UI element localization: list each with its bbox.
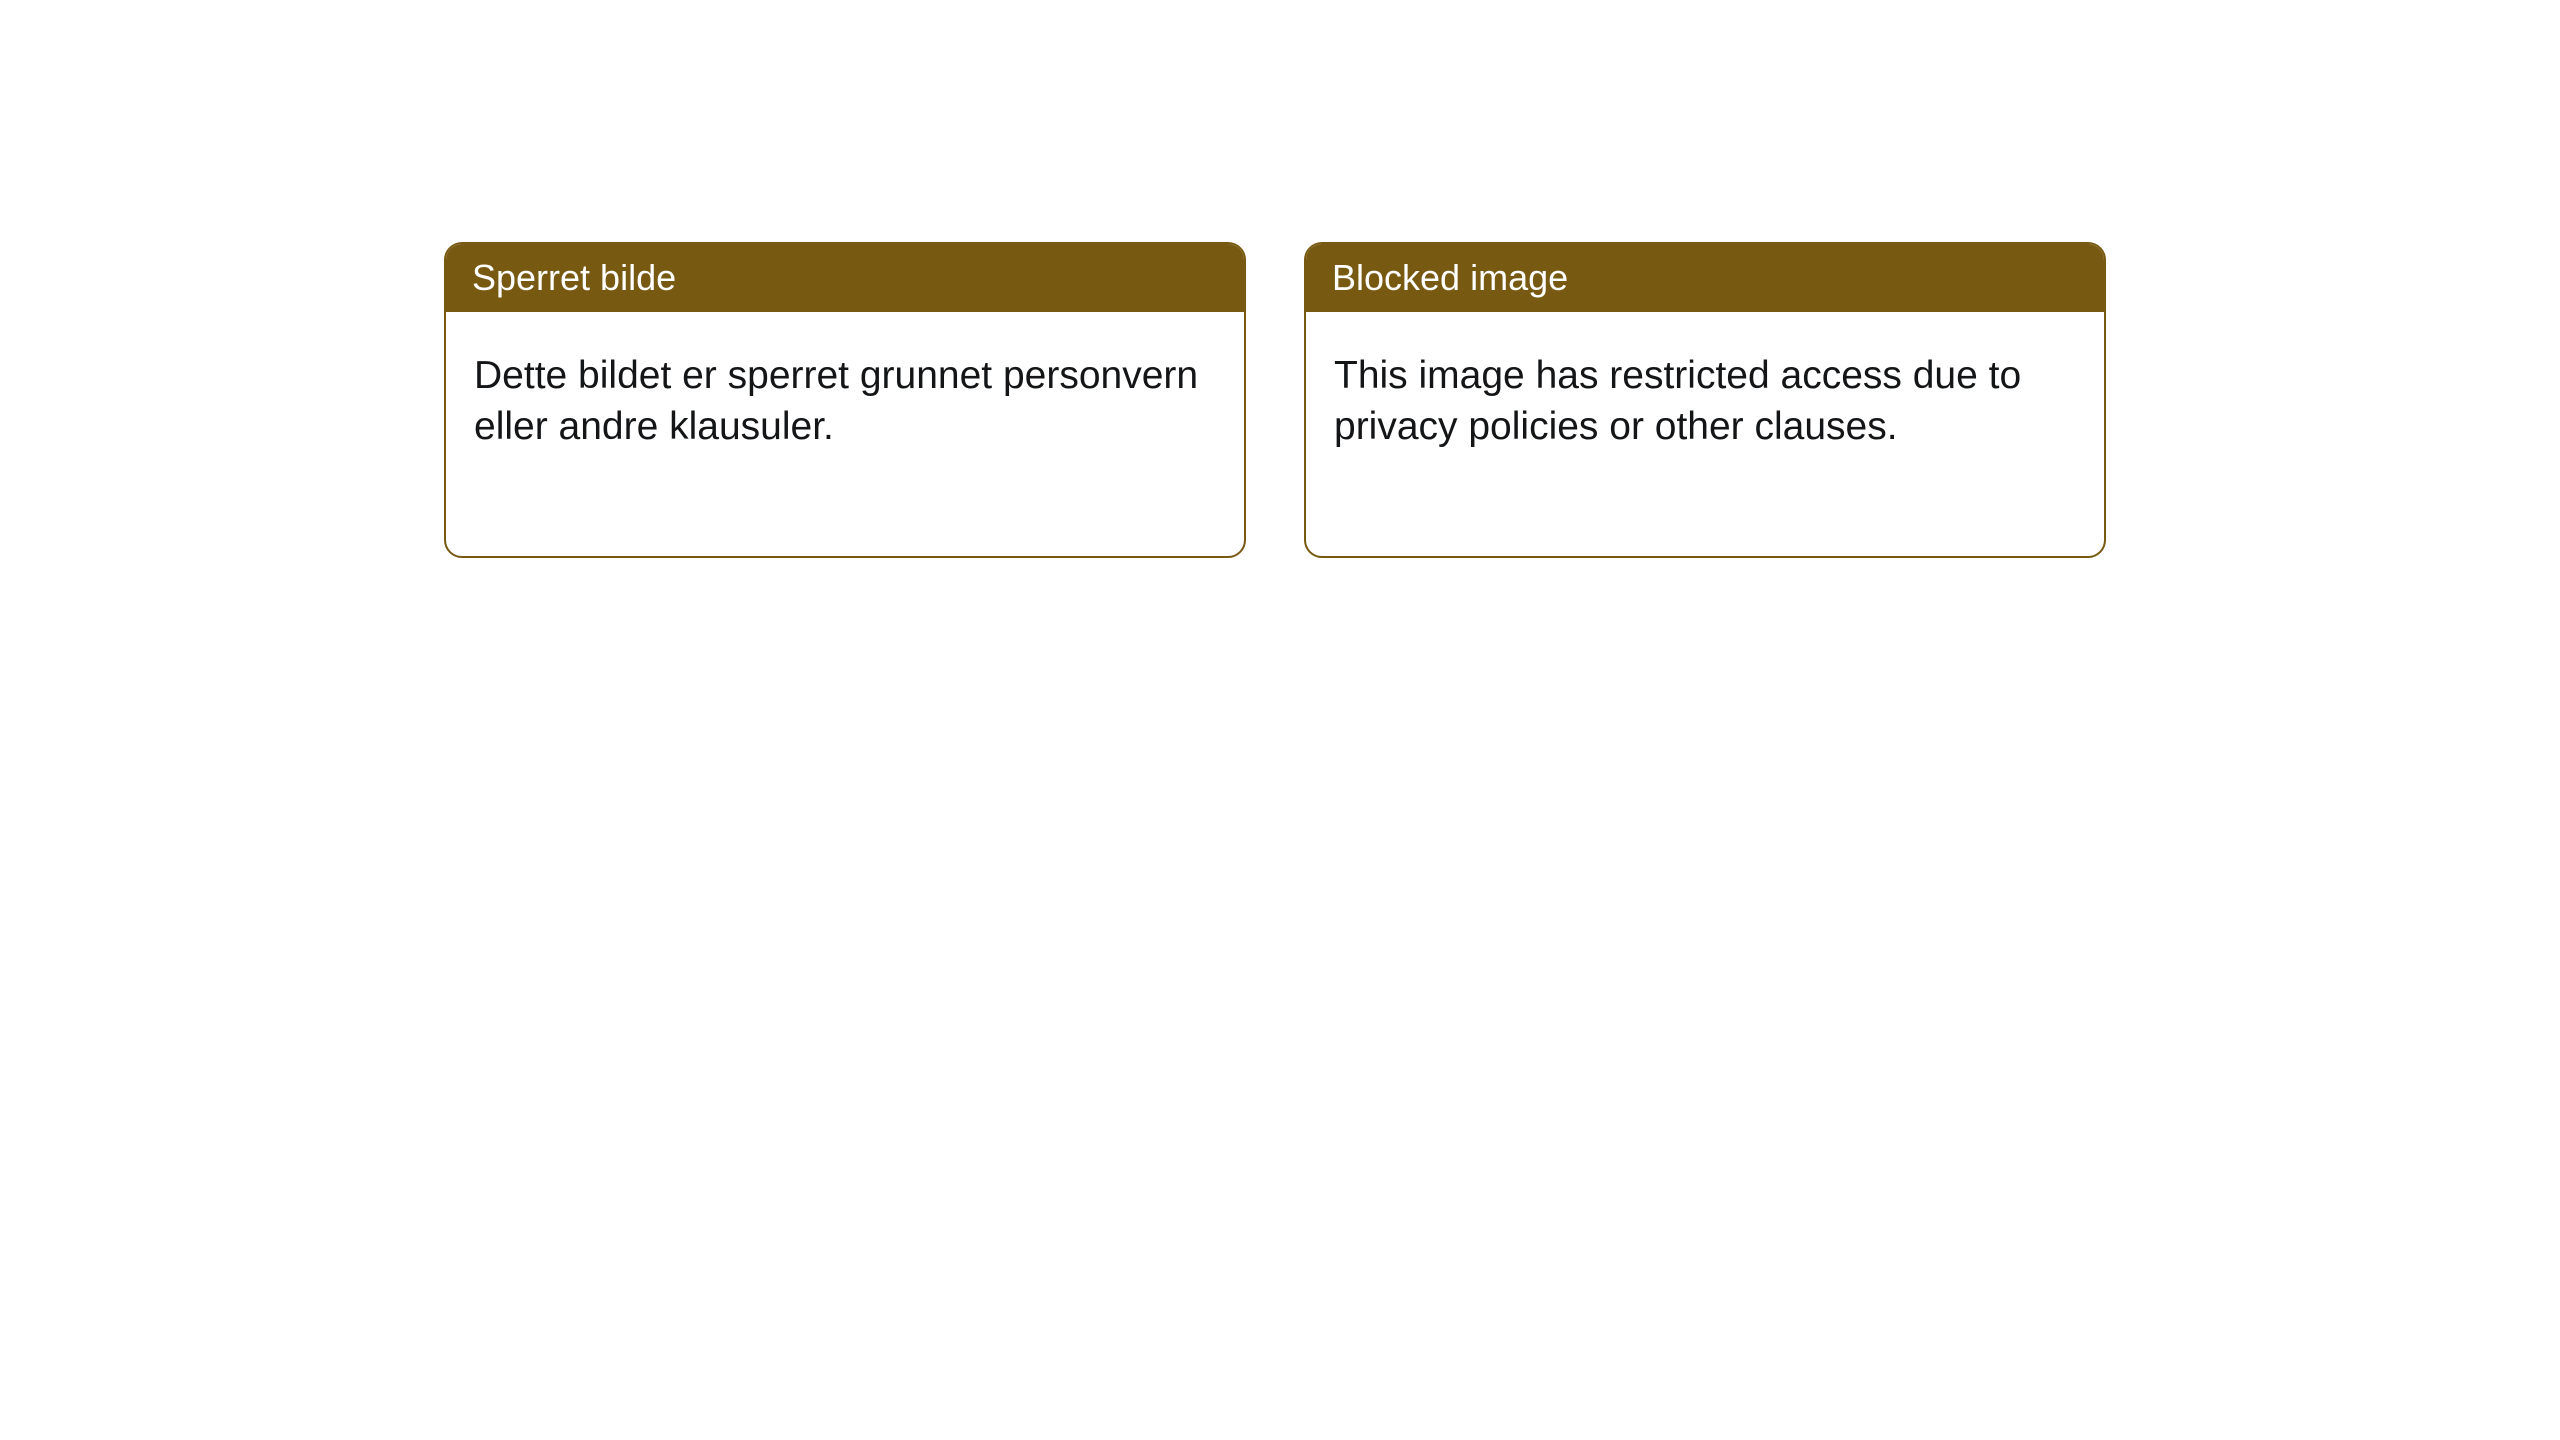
notice-title-english: Blocked image [1306,244,2104,312]
notice-card-english: Blocked image This image has restricted … [1304,242,2106,558]
notice-body-norwegian: Dette bildet er sperret grunnet personve… [446,312,1244,556]
notice-title-norwegian: Sperret bilde [446,244,1244,312]
notice-card-norwegian: Sperret bilde Dette bildet er sperret gr… [444,242,1246,558]
notice-container: Sperret bilde Dette bildet er sperret gr… [0,0,2560,558]
notice-body-english: This image has restricted access due to … [1306,312,2104,556]
